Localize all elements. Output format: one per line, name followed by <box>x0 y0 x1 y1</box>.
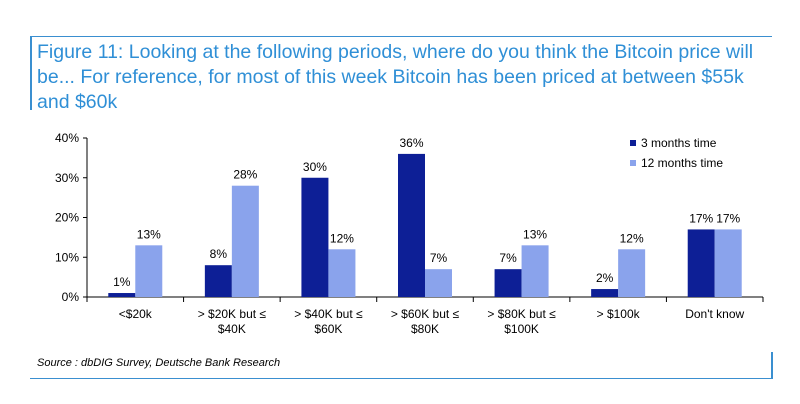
bar <box>135 245 163 297</box>
data-label: 2% <box>596 271 614 285</box>
data-label: 7% <box>430 251 448 265</box>
frame-right-border <box>771 352 773 379</box>
data-label: 12% <box>620 231 644 245</box>
bar <box>425 269 452 297</box>
data-label: 8% <box>210 247 228 261</box>
data-label: 30% <box>303 160 327 174</box>
bar <box>204 265 232 297</box>
y-tick-label: 30% <box>55 171 79 185</box>
bar <box>328 249 356 297</box>
data-label: 13% <box>137 227 161 241</box>
data-label: 17% <box>716 211 740 225</box>
y-tick-label: 10% <box>55 250 79 264</box>
x-category-label: > $20K but ≤ <box>198 307 267 321</box>
x-category-label: $100K <box>504 322 539 336</box>
x-category-label: $80K <box>411 322 439 336</box>
y-tick-label: 40% <box>55 131 79 145</box>
bar <box>687 229 715 297</box>
figure-title: Figure 11: Looking at the following peri… <box>37 41 754 113</box>
frame-left-border <box>30 36 32 110</box>
x-category-label: $40K <box>218 322 246 336</box>
data-label: 1% <box>113 275 131 289</box>
x-category-label: > $100k <box>597 307 641 321</box>
data-label: 28% <box>233 168 257 182</box>
y-tick-label: 0% <box>62 290 80 304</box>
bar <box>591 289 619 297</box>
bar <box>521 245 549 297</box>
data-label: 13% <box>523 227 547 241</box>
bar <box>494 269 522 297</box>
legend-label: 12 months time <box>641 156 723 170</box>
bar <box>714 229 742 297</box>
x-category-label: $60K <box>314 322 342 336</box>
frame-top-border <box>30 36 772 37</box>
data-label: 7% <box>499 251 517 265</box>
source-note: Source : dbDIG Survey, Deutsche Bank Res… <box>37 357 281 369</box>
x-category-label: Don't know <box>685 307 744 321</box>
x-category-label: > $80K but ≤ <box>487 307 556 321</box>
data-label: 12% <box>330 231 354 245</box>
legend-swatch <box>630 160 636 166</box>
data-label: 17% <box>689 211 713 225</box>
frame-bottom-border <box>30 378 772 379</box>
bar <box>301 177 329 297</box>
bar <box>108 293 136 297</box>
bar <box>398 153 425 297</box>
y-tick-label: 20% <box>55 211 79 225</box>
bar <box>618 249 646 297</box>
x-category-label: > $60K but ≤ <box>391 307 460 321</box>
legend-swatch <box>630 140 636 146</box>
legend-label: 3 months time <box>641 136 717 150</box>
x-category-label: <$20k <box>119 307 153 321</box>
x-category-label: > $40K but ≤ <box>294 307 363 321</box>
data-label: 36% <box>399 136 423 150</box>
bar <box>231 185 259 297</box>
